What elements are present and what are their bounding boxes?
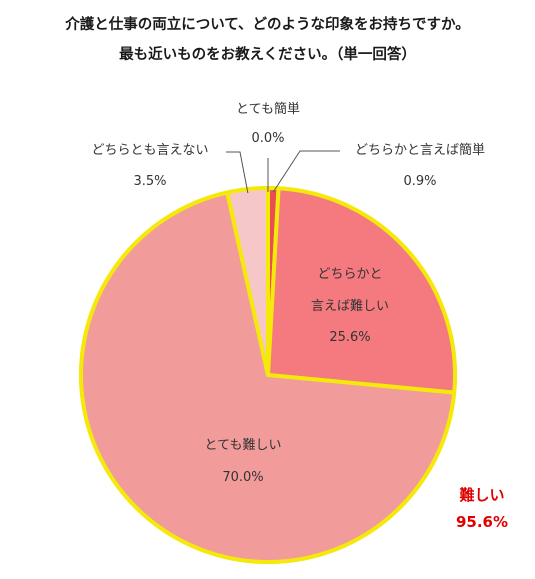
annotation-value: 95.6%: [456, 513, 508, 531]
annotation-label: 難しい: [459, 486, 504, 504]
chart-title-line-1: 介護と仕事の両立について、どのような印象をお持ちですか。: [65, 17, 470, 33]
chart-title-line-2: 最も近いものをお教えください。（単一回答）: [119, 47, 416, 63]
slice-value-4: 3.5%: [133, 174, 166, 189]
slice-label-1: どちらかと言えば簡単: [355, 142, 485, 158]
leader-line-4: [226, 151, 249, 194]
slice-label-2-line-1: どちらかと: [317, 267, 382, 282]
slice-label-0: とても簡単: [236, 101, 300, 117]
pie-slice-2: [266, 186, 457, 395]
slice-value-0: 0.0%: [251, 131, 284, 146]
slice-value-1: 0.9%: [403, 174, 436, 189]
slice-label-2-line-2: 言えば難しい: [311, 299, 389, 314]
slice-value-3: 70.0%: [222, 470, 263, 485]
pie-slice-3: [79, 190, 457, 564]
slice-label-3: とても難しい: [205, 438, 282, 453]
slice-value-2: 25.6%: [329, 330, 370, 345]
leader-line-1: [272, 150, 340, 193]
slice-label-4: どちらとも言えない: [91, 143, 208, 158]
